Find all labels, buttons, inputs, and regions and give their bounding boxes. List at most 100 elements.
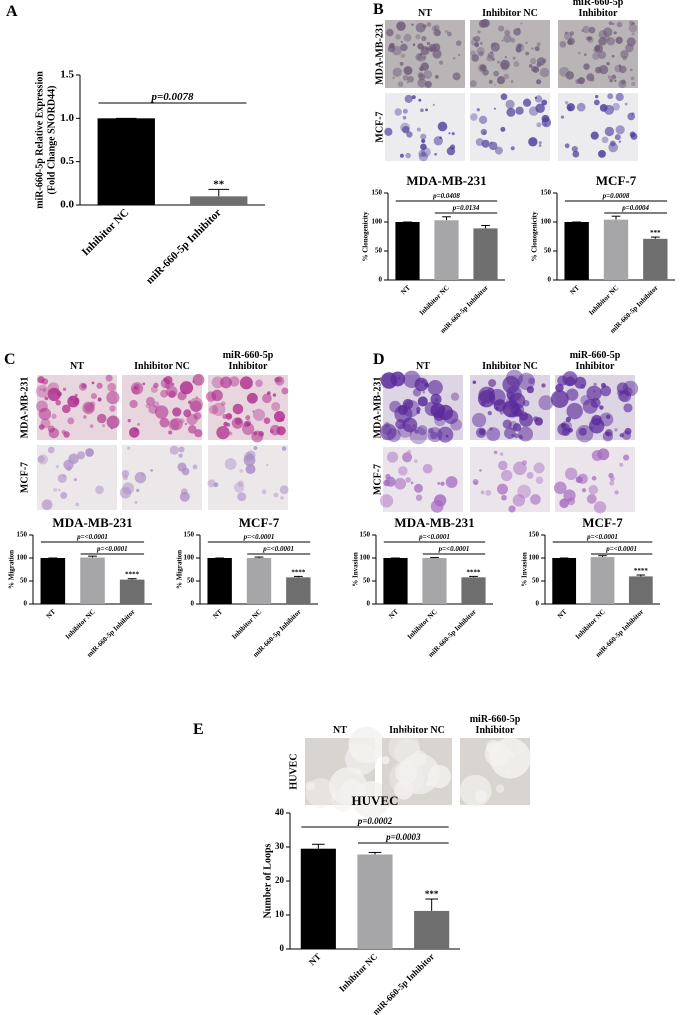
cell — [355, 768, 362, 774]
y-axis-label: % Clonogenicity — [531, 211, 539, 261]
cell — [58, 488, 61, 492]
cell — [609, 78, 613, 83]
cell — [619, 462, 624, 467]
cell — [152, 401, 160, 408]
cell — [564, 143, 570, 149]
cell — [38, 424, 45, 430]
cell — [618, 64, 622, 68]
cell — [521, 460, 527, 466]
cell — [399, 61, 404, 66]
cell — [534, 95, 543, 103]
cell — [471, 54, 479, 62]
cell — [481, 139, 490, 148]
cell — [434, 29, 441, 37]
cell — [490, 51, 494, 54]
cell — [232, 403, 244, 415]
p-value: p=0.0408 — [432, 192, 460, 200]
cell — [253, 446, 258, 450]
cell — [40, 418, 51, 429]
cell — [567, 37, 575, 45]
cell — [595, 94, 599, 99]
cell — [169, 445, 179, 455]
cell — [564, 101, 569, 105]
cell — [455, 40, 462, 46]
cell — [566, 402, 583, 420]
cell — [485, 489, 492, 496]
cell — [252, 410, 255, 413]
cell — [475, 138, 484, 147]
cell — [474, 35, 481, 42]
cell — [614, 134, 621, 141]
cell — [450, 392, 460, 401]
cell — [55, 464, 59, 469]
cell — [476, 108, 480, 112]
y-tick-label: 150 — [184, 531, 195, 539]
cell — [504, 427, 516, 439]
cell — [178, 446, 185, 453]
cell — [503, 34, 512, 43]
cell — [222, 414, 228, 420]
cell — [493, 399, 507, 412]
cell — [405, 477, 411, 483]
cell — [402, 115, 407, 120]
cell — [164, 375, 173, 385]
cell — [448, 132, 451, 135]
cell — [478, 386, 496, 404]
cell — [35, 384, 49, 398]
cell — [42, 387, 47, 392]
cell — [107, 382, 117, 392]
significance-stars: *** — [425, 889, 439, 899]
significance-stars: *** — [650, 229, 661, 237]
cell — [602, 431, 613, 442]
cell — [447, 31, 452, 37]
chart-title: MCF-7 — [239, 515, 280, 530]
cell — [501, 494, 507, 501]
cell — [413, 483, 423, 493]
cell — [555, 383, 564, 393]
cell — [515, 106, 524, 115]
cell — [142, 382, 146, 386]
x-tick-label: NT — [45, 608, 58, 621]
cell — [526, 471, 534, 479]
column-label: Inhibitor NC — [482, 8, 538, 19]
cell — [589, 418, 605, 434]
p-value: p=0.0004 — [621, 204, 649, 212]
cell — [91, 381, 95, 385]
p-value: p=0.0002 — [357, 816, 393, 826]
cell — [590, 426, 594, 430]
cell — [530, 494, 541, 505]
cell — [469, 80, 477, 88]
cell — [39, 388, 42, 391]
cell — [386, 428, 401, 443]
cell — [153, 382, 159, 388]
cell — [577, 77, 585, 85]
cell — [594, 45, 601, 52]
cell — [531, 47, 534, 50]
cell — [560, 115, 565, 119]
cell — [475, 427, 487, 438]
cell — [534, 417, 543, 426]
y-tick-label: 20 — [275, 875, 285, 885]
cell — [627, 112, 635, 121]
row-label: HUVEC — [288, 753, 299, 789]
cell — [263, 417, 271, 425]
cell — [237, 492, 247, 502]
cell — [623, 454, 630, 461]
cell — [403, 33, 412, 42]
cell — [81, 383, 87, 389]
cell — [438, 60, 444, 65]
cell — [62, 387, 67, 391]
cell — [598, 149, 606, 158]
bar — [434, 220, 459, 280]
cell — [228, 431, 233, 436]
cell — [109, 405, 116, 412]
cell — [415, 34, 421, 40]
cell — [382, 425, 392, 436]
cell — [582, 25, 590, 34]
cell — [591, 78, 595, 82]
cell — [281, 387, 289, 395]
cell — [457, 53, 461, 57]
cell — [597, 448, 610, 461]
panel-letter: A — [6, 3, 18, 20]
cell — [190, 400, 202, 413]
